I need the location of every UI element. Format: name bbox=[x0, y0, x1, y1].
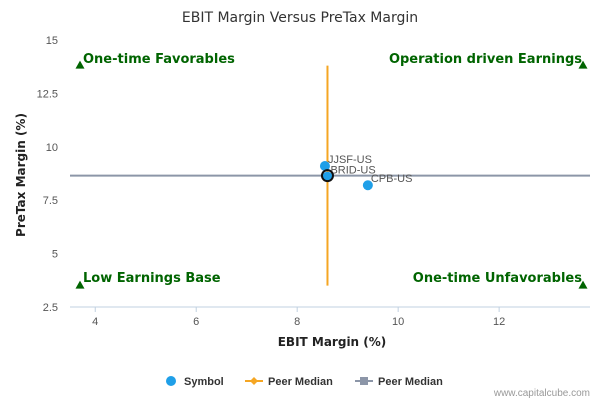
y-tick-label: 2.5 bbox=[43, 302, 58, 314]
x-axis-label: EBIT Margin (%) bbox=[278, 335, 387, 349]
legend-square-icon bbox=[360, 377, 368, 385]
quadrant-marker-top-right-icon bbox=[578, 60, 588, 69]
y-tick-label: 7.5 bbox=[43, 195, 58, 207]
legend-circle-icon bbox=[166, 376, 176, 386]
legend-item-peer-median-horizontal[interactable]: Peer Median bbox=[355, 376, 443, 388]
quadrant-bottom-left: Low Earnings Base bbox=[83, 271, 221, 286]
quadrant-marker-bottom-right-icon bbox=[578, 280, 588, 289]
plot-area: 4 6 8 10 12 2.5 5 7.5 10 12.5 15 JJSF-USBRID-USCPB-… bbox=[37, 35, 590, 328]
peer-median-marker bbox=[320, 169, 334, 183]
data-point-label: BRID-US bbox=[330, 165, 375, 177]
quadrant-top-right: Operation driven Earnings bbox=[389, 52, 582, 67]
data-point bbox=[362, 180, 373, 191]
y-tick-label: 12.5 bbox=[37, 88, 58, 100]
y-tick-label: 10 bbox=[46, 142, 58, 154]
legend-label-peer-median-vertical: Peer Median bbox=[268, 376, 333, 388]
data-point bbox=[322, 171, 333, 182]
legend: Symbol Peer Median Peer Median bbox=[166, 376, 443, 388]
quadrant-marker-bottom-left-icon bbox=[75, 280, 85, 289]
x-tick-label: 6 bbox=[193, 316, 199, 328]
credit-text: www.capitalcube.com bbox=[493, 388, 590, 399]
x-tick-label: 12 bbox=[493, 316, 505, 328]
x-tick-label: 4 bbox=[92, 316, 98, 328]
x-tick-label: 8 bbox=[294, 316, 300, 328]
data-point bbox=[319, 161, 330, 172]
y-tick-label: 5 bbox=[52, 249, 58, 261]
data-point-label: JJSF-US bbox=[328, 154, 372, 166]
quadrant-bottom-right: One-time Unfavorables bbox=[413, 271, 582, 286]
legend-item-peer-median-vertical[interactable]: Peer Median bbox=[245, 376, 333, 388]
quadrant-marker-top-left-icon bbox=[75, 60, 85, 69]
data-point-label: CPB-US bbox=[371, 173, 413, 185]
legend-label-symbol: Symbol bbox=[184, 376, 224, 388]
y-axis-label: PreTax Margin (%) bbox=[14, 113, 28, 237]
quadrant-top-left: One-time Favorables bbox=[83, 52, 235, 67]
legend-label-peer-median-horizontal: Peer Median bbox=[378, 376, 443, 388]
chart-title: EBIT Margin Versus PreTax Margin bbox=[182, 10, 418, 26]
legend-diamond-icon bbox=[250, 377, 258, 385]
legend-item-symbol[interactable]: Symbol bbox=[166, 376, 224, 388]
x-tick-label: 10 bbox=[392, 316, 404, 328]
y-tick-label: 15 bbox=[46, 35, 58, 47]
